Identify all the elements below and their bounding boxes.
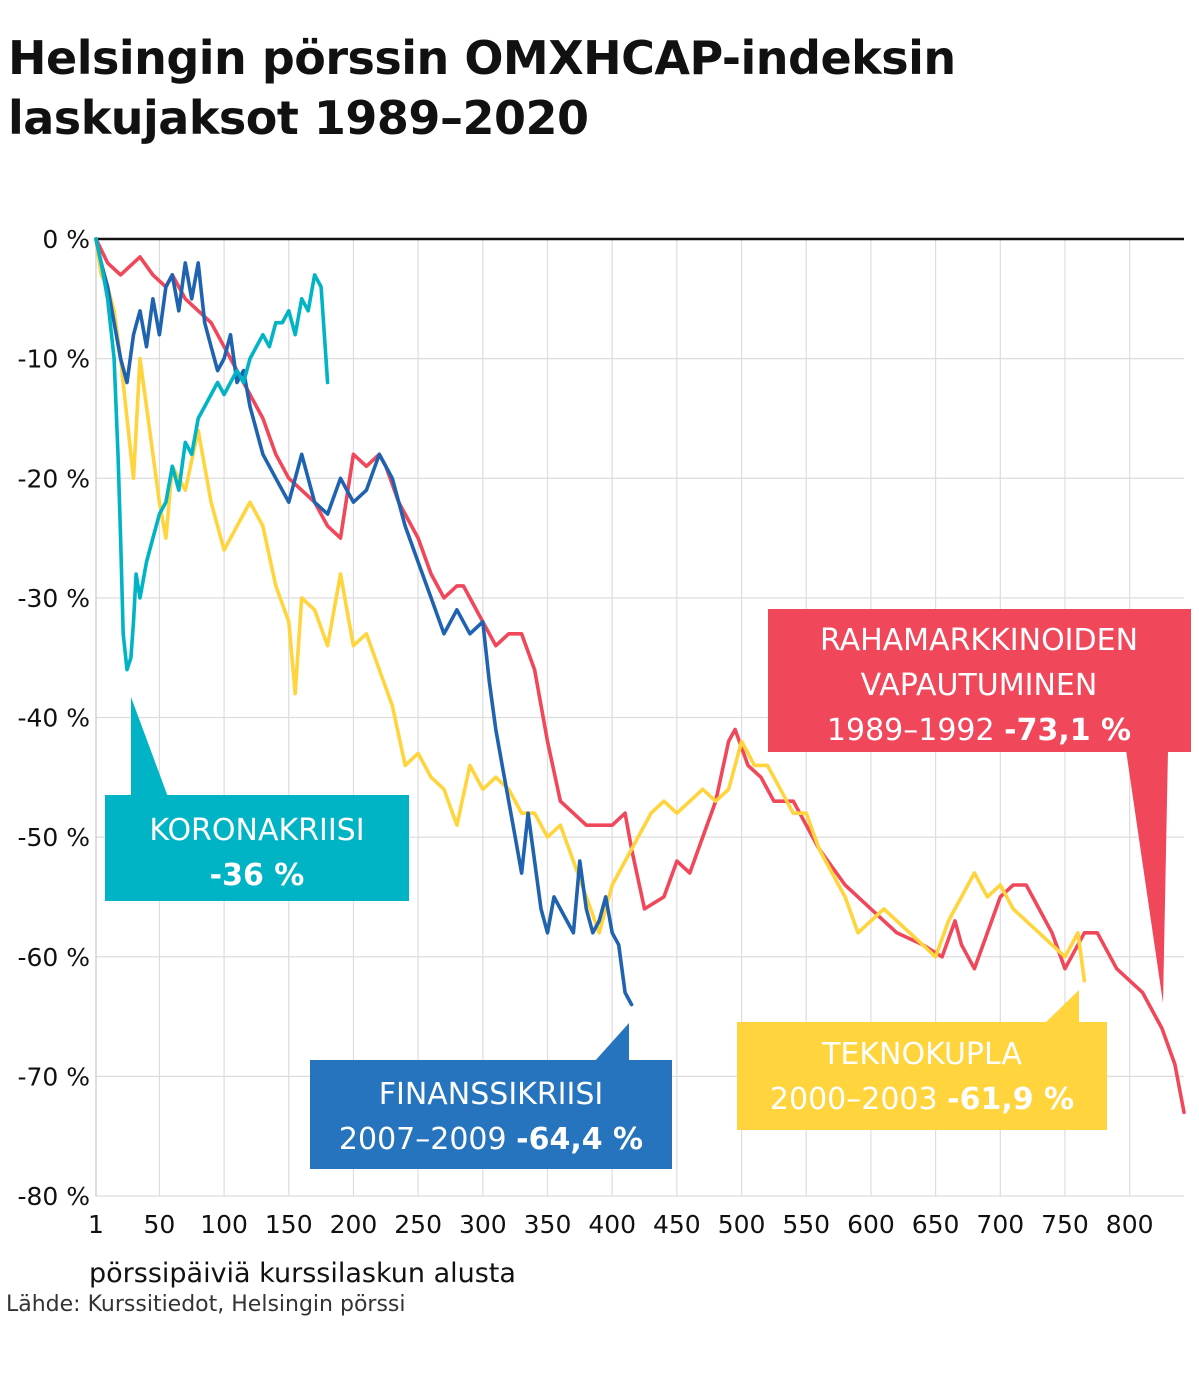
x-tick-label: 1 [88, 1210, 104, 1239]
annotation-tekno: TEKNOKUPLA 2000–2003 -61,9 % [737, 990, 1107, 1130]
y-tick-label: -50 % [17, 823, 90, 852]
annotation-line: TEKNOKUPLA [821, 1037, 1022, 1072]
series-line-raha [94, 237, 1186, 1115]
annotation-pointer [1126, 750, 1168, 1003]
annotation-raha: RAHAMARKKINOIDEN VAPAUTUMINEN 1989–1992 -7… [768, 609, 1191, 1003]
annotation-label: TEKNOKUPLA [821, 1037, 1022, 1072]
y-tick-label: -60 % [17, 943, 90, 972]
annotation-label: VAPAUTUMINEN [861, 668, 1098, 703]
x-tick-label: 600 [847, 1210, 895, 1239]
annotation-box [310, 1060, 672, 1169]
annotation-line: 1989–1992 -73,1 % [827, 713, 1131, 748]
x-tick-label: 650 [912, 1210, 960, 1239]
y-axis-ticks: 0 % -10 % -20 % -30 % -40 % -50 % -60 % -70 % -8… [17, 225, 90, 1211]
annotation-pointer [131, 697, 168, 797]
annotation-pointer [1044, 990, 1079, 1024]
y-tick-label: -40 % [17, 704, 90, 733]
annotation-line: RAHAMARKKINOIDEN [820, 623, 1138, 658]
line-chart: 0 % -10 % -20 % -30 % -40 % -50 % -60 % -70 % -8… [17, 225, 1191, 1289]
annotation-box [768, 609, 1191, 752]
x-tick-label: 50 [143, 1210, 175, 1239]
annotation-label: FINANSSIKRIISI [379, 1077, 604, 1112]
annotation-line: VAPAUTUMINEN [861, 668, 1098, 703]
x-tick-label: 750 [1041, 1210, 1089, 1239]
annotation-label: 1989–1992 [827, 713, 1004, 748]
annotation-line: 2000–2003 -61,9 % [770, 1082, 1074, 1117]
annotation-box [737, 1022, 1107, 1130]
series-lines [94, 237, 1186, 1115]
annotation-value: -64,4 % [516, 1122, 643, 1157]
x-tick-label: 100 [200, 1210, 248, 1239]
series-line-korona [94, 237, 330, 672]
x-tick-label: 800 [1106, 1210, 1154, 1239]
annotation-label: 2007–2009 [339, 1122, 516, 1157]
y-tick-label: -10 % [17, 345, 90, 374]
x-axis-label: pörssipäiviä kurssilaskun alusta [89, 1258, 516, 1289]
annotation-box [105, 795, 409, 901]
x-tick-label: 500 [718, 1210, 766, 1239]
annotation-value: -61,9 % [947, 1082, 1074, 1117]
annotations: KORONAKRIISI -36 % FINANSSIKRIISI 2007–2009… [105, 609, 1191, 1169]
y-tick-label: -70 % [17, 1062, 90, 1091]
annotation-label: RAHAMARKKINOIDEN [820, 623, 1138, 658]
x-tick-label: 350 [524, 1210, 572, 1239]
annotation-line: KORONAKRIISI [149, 813, 364, 848]
annotation-line: 2007–2009 -64,4 % [339, 1122, 643, 1157]
x-axis-ticks: 1 50 100 150 200 250 300 350 400 450 500 550 600 650 7… [88, 1210, 1153, 1239]
y-tick-label: -80 % [17, 1182, 90, 1211]
annotation-pointer [594, 1023, 629, 1062]
x-tick-label: 700 [976, 1210, 1024, 1239]
x-tick-label: 250 [394, 1210, 442, 1239]
y-tick-label: -30 % [17, 584, 90, 613]
annotation-line: -36 % [210, 858, 305, 893]
annotation-line: FINANSSIKRIISI [379, 1077, 604, 1112]
annotation-label: KORONAKRIISI [149, 813, 364, 848]
source-note: Lähde: Kurssitiedot, Helsingin pörssi [6, 1292, 406, 1317]
x-tick-label: 200 [330, 1210, 378, 1239]
annotation-label: 2000–2003 [770, 1082, 947, 1117]
chart-title: Helsingin pörssin OMXHCAP-indeksin lasku… [8, 31, 956, 145]
y-tick-label: -20 % [17, 464, 90, 493]
annotation-korona: KORONAKRIISI -36 % [105, 697, 409, 901]
series-line-tekno [94, 237, 1087, 983]
x-tick-label: 400 [588, 1210, 636, 1239]
y-tick-label: 0 % [42, 225, 90, 254]
annotation-value: -73,1 % [1004, 713, 1131, 748]
x-tick-label: 550 [782, 1210, 830, 1239]
annotation-finanssi: FINANSSIKRIISI 2007–2009 -64,4 % [310, 1023, 672, 1169]
annotation-value: -36 % [210, 858, 305, 893]
series-line-finanssi [94, 237, 634, 1007]
x-tick-label: 300 [459, 1210, 507, 1239]
x-tick-label: 450 [653, 1210, 701, 1239]
x-tick-label: 150 [265, 1210, 313, 1239]
